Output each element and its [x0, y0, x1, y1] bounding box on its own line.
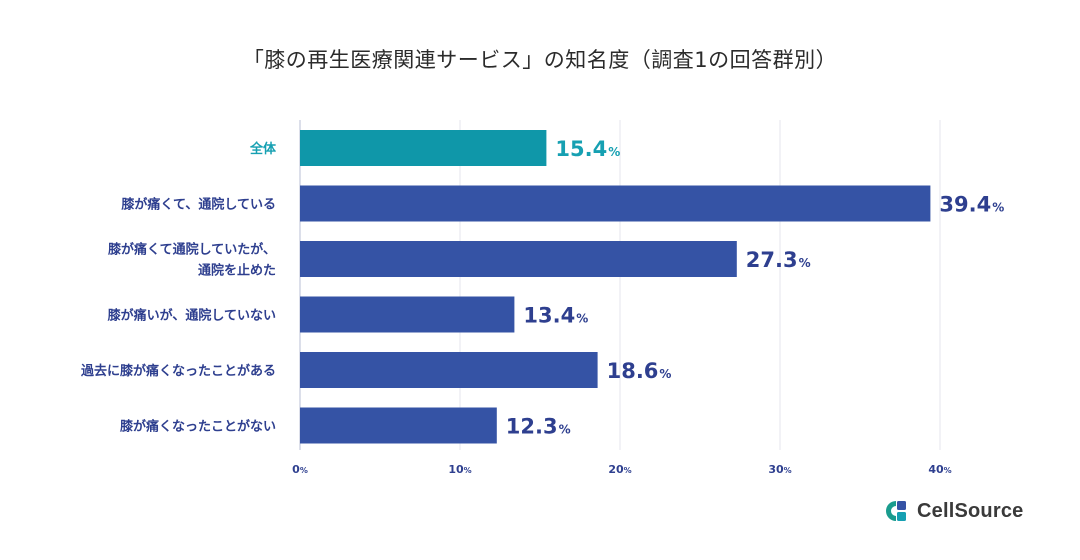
- category-label: 膝が痛くて通院していたが、通院を止めた: [107, 242, 276, 279]
- bar: [300, 352, 598, 388]
- data-label: 39.4%: [939, 193, 1004, 217]
- bar: [300, 407, 497, 444]
- data-label: 18.6%: [607, 359, 672, 383]
- logo: CellSource: [884, 498, 1023, 524]
- bars: 15.4% 39.4% 27.3% 13.4% 18.6% 12.3%: [300, 130, 1004, 444]
- x-tick-label: 0%: [292, 463, 308, 476]
- cellsource-logo-icon: [886, 501, 906, 521]
- logo-text: CellSource: [917, 499, 1024, 522]
- bar: [300, 130, 547, 166]
- x-tick-label: 20%: [608, 463, 631, 476]
- data-label: 15.4%: [555, 137, 620, 161]
- category-label: 膝が痛いが、通院していない: [107, 308, 276, 324]
- data-label: 12.3%: [506, 415, 571, 439]
- category-label: 膝が痛くて、通院している: [120, 197, 276, 213]
- bar: [300, 185, 931, 222]
- category-labels: 全体膝が痛くて、通院している膝が痛くて通院していたが、通院を止めた膝が痛いが、通…: [80, 141, 277, 435]
- data-label: 27.3%: [746, 248, 811, 272]
- chart-title: 「膝の再生医療関連サービス」の知名度（調査1の回答群別）: [242, 48, 838, 72]
- x-tick-label: 30%: [768, 463, 791, 476]
- gridlines: [299, 120, 941, 450]
- x-tick-label: 40%: [928, 463, 951, 476]
- bar: [300, 296, 515, 333]
- category-label: 過去に膝が痛くなったことがある: [80, 363, 276, 379]
- category-label: 全体: [249, 141, 277, 157]
- x-tick-label: 10%: [448, 463, 471, 476]
- x-axis-ticks: 0% 10% 20% 30% 40%: [292, 463, 952, 476]
- bar: [300, 241, 737, 277]
- data-label: 13.4%: [523, 304, 588, 328]
- category-label: 膝が痛くなったことがない: [119, 419, 276, 435]
